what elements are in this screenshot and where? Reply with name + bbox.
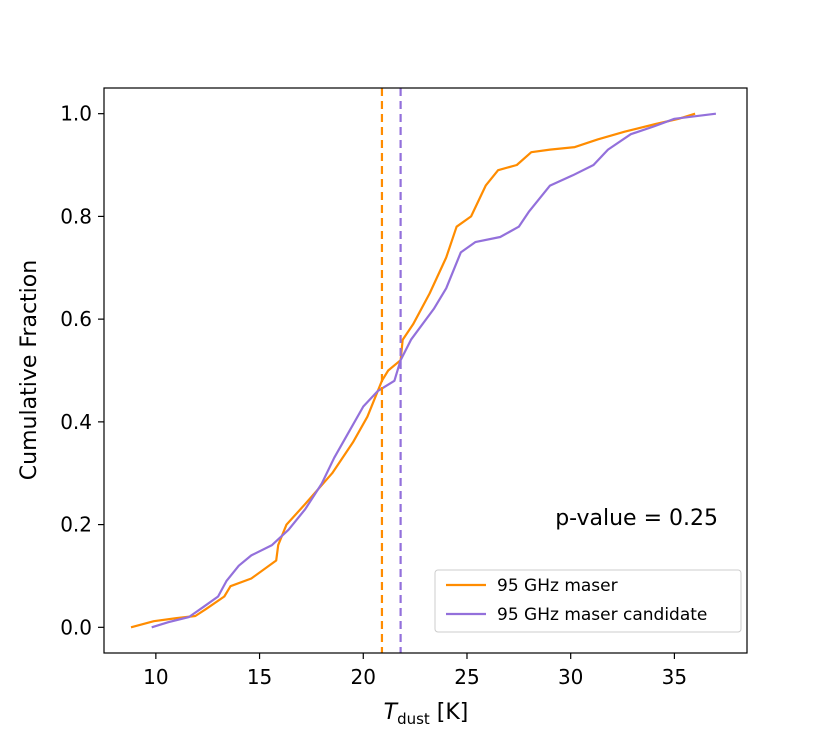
x-axis-label: Tdust [K] bbox=[384, 700, 469, 728]
y-tick-label: 0.0 bbox=[60, 615, 92, 639]
x-tick-label: 35 bbox=[662, 665, 687, 689]
x-tick-label: 30 bbox=[558, 665, 583, 689]
y-tick-label: 0.2 bbox=[60, 513, 92, 537]
x-tick-label: 20 bbox=[351, 665, 376, 689]
x-axis-label-main: T bbox=[384, 700, 399, 725]
x-tick-label: 15 bbox=[247, 665, 272, 689]
legend-box bbox=[434, 569, 742, 633]
x-tick-label: 25 bbox=[454, 665, 479, 689]
series-line-maser-candidate bbox=[151, 112, 717, 629]
y-tick-label: 0.4 bbox=[60, 410, 92, 434]
x-tick-label: 10 bbox=[143, 665, 168, 689]
y-tick-label: 1.0 bbox=[60, 102, 92, 126]
y-axis-label: Cumulative Fraction bbox=[17, 260, 42, 480]
x-axis-ticks: 10 15 20 25 30 35 bbox=[143, 653, 687, 689]
y-tick-label: 0.8 bbox=[60, 204, 92, 228]
x-axis-label-unit: [K] bbox=[430, 700, 469, 725]
y-axis-ticks: 0.0 0.2 0.4 0.6 0.8 1.0 bbox=[60, 102, 104, 639]
p-value-annotation: p-value = 0.25 bbox=[555, 506, 718, 531]
y-tick-label: 0.6 bbox=[60, 307, 92, 331]
legend: 95 GHz maser 95 GHz maser candidate bbox=[434, 569, 742, 633]
median-lines bbox=[380, 88, 402, 653]
x-axis-label-sub: dust bbox=[397, 710, 430, 728]
legend-label-maser: 95 GHz maser bbox=[497, 576, 618, 596]
series-layer bbox=[130, 112, 717, 629]
legend-label-maser-candidate: 95 GHz maser candidate bbox=[497, 605, 707, 625]
plot-frame bbox=[103, 87, 748, 654]
